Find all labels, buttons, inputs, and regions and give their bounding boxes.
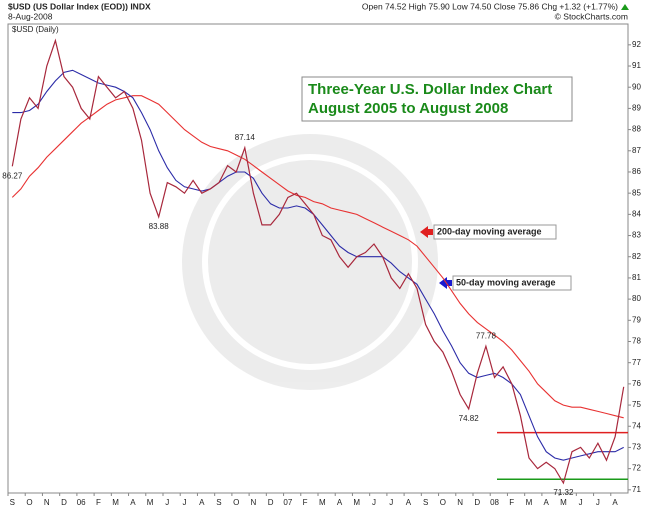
x-tick-label: M — [319, 498, 326, 507]
x-tick-label: N — [457, 498, 463, 507]
value-label: 86.27 — [2, 171, 23, 180]
y-tick-label: 84 — [632, 209, 641, 218]
annotation: 50-day moving average — [456, 277, 556, 287]
x-tick-label: J — [389, 498, 393, 507]
y-tick-label: 74 — [632, 421, 641, 430]
x-tick-label: A — [130, 498, 136, 507]
x-tick-label: M — [353, 498, 360, 507]
x-tick-label: A — [612, 498, 618, 507]
annotation-box — [433, 224, 557, 240]
x-tick-label: M — [112, 498, 119, 507]
x-tick-label: D — [268, 498, 274, 507]
y-tick-label: 86 — [632, 167, 641, 176]
x-tick-label: S — [423, 498, 428, 507]
y-tick-label: 77 — [632, 358, 641, 367]
x-tick-label: F — [509, 498, 514, 507]
y-tick-label: 75 — [632, 400, 641, 409]
x-tick-label: O — [233, 498, 239, 507]
x-tick-label: J — [183, 498, 187, 507]
x-tick-label: D — [61, 498, 67, 507]
x-tick-label: A — [406, 498, 412, 507]
value-label: 74.82 — [459, 414, 480, 423]
x-tick-label: 06 — [77, 498, 86, 507]
annotation-box — [452, 275, 572, 291]
y-tick-label: 81 — [632, 273, 641, 282]
y-tick-label: 91 — [632, 61, 641, 70]
value-label: 71.32 — [553, 488, 574, 497]
symbol: $USD (US Dollar Index (EOD)) INDX — [8, 1, 151, 11]
series-line — [12, 69, 624, 461]
arrow — [420, 226, 433, 238]
x-tick-label: 08 — [490, 498, 499, 507]
x-tick-label: J — [596, 498, 600, 507]
y-tick-label: 89 — [632, 104, 641, 113]
x-tick-label: A — [544, 498, 550, 507]
chart-title: Three-Year U.S. Dollar Index Chart — [308, 81, 552, 98]
legend-label: $USD (Daily) — [12, 25, 59, 34]
x-tick-label: A — [199, 498, 205, 507]
value-label: 83.88 — [149, 222, 170, 231]
x-tick-label: F — [303, 498, 308, 507]
series-line — [11, 38, 625, 485]
x-tick-label: M — [147, 498, 154, 507]
credit: © StockCharts.com — [555, 11, 628, 21]
y-tick-label: 83 — [632, 231, 641, 240]
x-tick-label: M — [526, 498, 533, 507]
x-tick-label: N — [44, 498, 50, 507]
x-tick-label: O — [440, 498, 446, 507]
annotation: 200-day moving average — [437, 226, 542, 236]
y-tick-label: 78 — [632, 337, 641, 346]
up-arrow — [621, 4, 629, 10]
x-tick-label: J — [372, 498, 376, 507]
quote: Open 74.52 High 75.90 Low 74.50 Close 75… — [362, 1, 618, 11]
x-tick-label: S — [216, 498, 221, 507]
x-tick-label: A — [337, 498, 343, 507]
x-tick-label: S — [10, 498, 15, 507]
y-tick-label: 80 — [632, 294, 641, 303]
title-box — [301, 76, 573, 122]
y-tick-label: 79 — [632, 315, 641, 324]
watermark — [182, 134, 438, 390]
x-tick-label: F — [96, 498, 101, 507]
y-tick-label: 88 — [632, 125, 641, 134]
date: 8-Aug-2008 — [8, 11, 53, 21]
x-tick-label: 07 — [283, 498, 292, 507]
y-tick-label: 92 — [632, 40, 641, 49]
x-tick-label: J — [579, 498, 583, 507]
series-line — [11, 95, 624, 419]
value-label: 77.78 — [476, 331, 497, 340]
y-tick-label: 87 — [632, 146, 641, 155]
x-tick-label: D — [474, 498, 480, 507]
y-tick-label: 76 — [632, 379, 641, 388]
y-tick-label: 85 — [632, 188, 641, 197]
x-tick-label: O — [26, 498, 32, 507]
y-tick-label: 90 — [632, 82, 641, 91]
y-tick-label: 71 — [632, 485, 641, 494]
y-tick-label: 82 — [632, 252, 641, 261]
y-tick-label: 73 — [632, 443, 641, 452]
value-label: 87.14 — [235, 133, 256, 142]
y-tick-label: 72 — [632, 464, 641, 473]
x-tick-label: N — [251, 498, 257, 507]
x-tick-label: M — [560, 498, 567, 507]
chart-subtitle: August 2005 to August 2008 — [308, 100, 508, 117]
x-tick-label: J — [165, 498, 169, 507]
